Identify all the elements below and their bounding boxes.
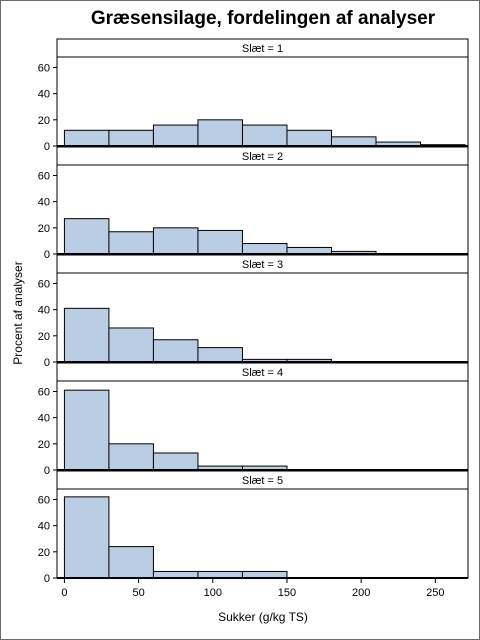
histogram-bar	[197, 229, 243, 255]
histogram-bar	[197, 347, 243, 363]
chart-title: Græsensilage, fordelingen af analyser	[90, 8, 436, 29]
y-tick-label: 40	[38, 521, 50, 533]
y-tick-label: 0	[44, 249, 50, 261]
x-tick-label: 0	[61, 587, 67, 599]
y-tick-label: 40	[38, 305, 50, 317]
histogram-bar	[108, 546, 154, 579]
histogram-bar	[63, 129, 110, 147]
y-tick-label: 0	[44, 573, 50, 585]
x-tick-label: 250	[426, 587, 444, 599]
y-tick-label: 0	[44, 141, 50, 153]
panel-label: Slæt = 5	[242, 475, 283, 487]
histogram-bar	[286, 129, 332, 147]
x-tick-label: 200	[352, 587, 370, 599]
x-axis-label: Sukker (g/kg TS)	[218, 610, 308, 624]
x-tick-label: 50	[132, 587, 144, 599]
histogram-bar	[197, 119, 243, 147]
panel-label: Slæt = 4	[242, 367, 283, 379]
y-tick-label: 40	[38, 413, 50, 425]
histogram-bar	[63, 218, 110, 255]
y-tick-label: 40	[38, 197, 50, 209]
histogram-bar	[108, 129, 154, 147]
histogram-bar	[152, 452, 199, 471]
histogram-bar	[152, 227, 199, 255]
histogram-bar	[241, 124, 288, 147]
y-tick-label: 20	[38, 439, 50, 451]
y-tick-label: 0	[44, 465, 50, 477]
panel-label: Slæt = 3	[242, 259, 283, 271]
histogram-bar	[152, 124, 199, 147]
x-tick-label: 150	[278, 587, 296, 599]
histogram-bar	[63, 496, 110, 579]
y-tick-label: 60	[38, 494, 50, 506]
histogram-bar	[330, 136, 377, 147]
histogram-bar	[108, 231, 154, 255]
panel-label: Slæt = 2	[242, 151, 283, 163]
y-tick-label: 40	[38, 89, 50, 101]
histogram-bar	[63, 307, 110, 363]
histogram-bar	[108, 443, 154, 471]
y-tick-label: 20	[38, 331, 50, 343]
histogram-bar	[152, 339, 199, 363]
y-tick-label: 60	[38, 386, 50, 398]
y-tick-label: 20	[38, 223, 50, 235]
panel-label: Slæt = 1	[242, 43, 283, 55]
y-tick-label: 60	[38, 62, 50, 74]
y-tick-label: 20	[38, 115, 50, 127]
y-tick-label: 0	[44, 357, 50, 369]
histogram-bar	[108, 327, 154, 363]
y-tick-label: 20	[38, 547, 50, 559]
x-tick-label: 100	[204, 587, 222, 599]
histogram-bar	[241, 243, 288, 255]
y-tick-label: 60	[38, 278, 50, 290]
y-tick-label: 60	[38, 170, 50, 182]
histogram-bar	[63, 389, 110, 471]
